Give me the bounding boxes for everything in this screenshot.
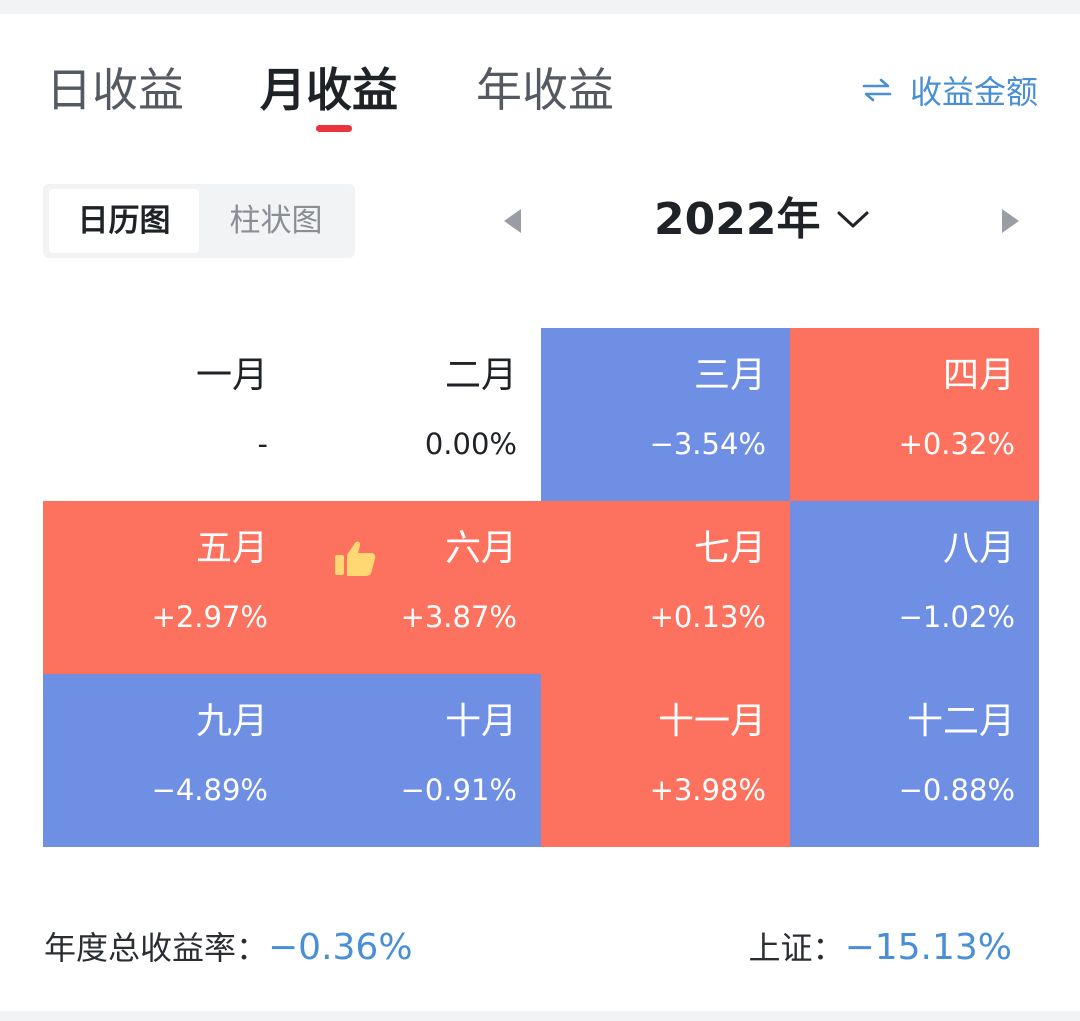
index-return-label: 上证： [748, 929, 845, 967]
month-name: 十二月 [906, 701, 1015, 742]
month-return-value: - [257, 427, 268, 461]
monthly-returns-card: 日收益 月收益 年收益 收益金额 日历图 柱状图 2022年 一月 - 二月 0.00… [0, 14, 1080, 1011]
month-cell[interactable]: 十二月 −0.88% [790, 674, 1039, 847]
chevron-down-icon[interactable] [836, 210, 870, 230]
view-switch: 日历图 柱状图 [43, 184, 355, 258]
annual-return-summary: 年度总收益率：−0.36% [44, 924, 413, 972]
previous-year-icon[interactable] [504, 209, 521, 233]
month-name: 六月 [444, 528, 517, 569]
month-name: 八月 [942, 528, 1015, 569]
month-return-value: −0.88% [898, 773, 1015, 807]
next-year-icon[interactable] [1002, 209, 1019, 233]
month-return-value: −0.91% [400, 773, 517, 807]
bar-chart-view-button[interactable]: 柱状图 [229, 203, 323, 239]
annual-return-value: −0.36% [268, 927, 413, 968]
month-cell[interactable]: 九月 −4.89% [43, 674, 292, 847]
month-cell[interactable]: 十月 −0.91% [292, 674, 541, 847]
month-name: 四月 [942, 355, 1015, 396]
month-cell[interactable]: 五月 +2.97% [43, 501, 292, 674]
month-cell[interactable]: 二月 0.00% [292, 328, 541, 501]
month-cell[interactable]: 七月 +0.13% [541, 501, 790, 674]
index-return-value: −15.13% [844, 927, 1012, 968]
thumbs-up-icon [335, 541, 376, 576]
tab-monthly-returns[interactable]: 月收益 [260, 63, 398, 117]
month-return-value: +0.13% [649, 600, 766, 634]
month-name: 十一月 [657, 701, 766, 742]
tab-yearly-returns[interactable]: 年收益 [476, 63, 614, 117]
month-return-value: +2.97% [151, 600, 268, 634]
month-name: 七月 [693, 528, 766, 569]
month-cell[interactable]: 四月 +0.32% [790, 328, 1039, 501]
year-selector-label[interactable]: 2022年 [654, 194, 821, 245]
month-return-value: +3.98% [649, 773, 766, 807]
month-name: 三月 [693, 355, 766, 396]
toggle-returns-amount-button[interactable]: 收益金额 [862, 68, 1038, 112]
monthly-returns-calendar: 一月 - 二月 0.00% 三月 −3.54% 四月 +0.32% 五月 +2.97% 六月 +3.8… [43, 328, 1039, 847]
month-return-value: +3.87% [400, 600, 517, 634]
toggle-label: 收益金额 [909, 73, 1038, 111]
calendar-view-button[interactable]: 日历图 [49, 189, 199, 253]
index-return-summary: 上证：−15.13% [749, 924, 1012, 972]
active-tab-indicator [316, 125, 352, 132]
month-name: 二月 [444, 355, 517, 396]
month-cell[interactable]: 一月 - [43, 328, 292, 501]
month-return-value: 0.00% [424, 427, 517, 461]
month-cell[interactable]: 八月 −1.02% [790, 501, 1039, 674]
month-return-value: +0.32% [898, 427, 1015, 461]
month-name: 十月 [444, 701, 517, 742]
month-return-value: −1.02% [898, 600, 1015, 634]
month-cell[interactable]: 十一月 +3.98% [541, 674, 790, 847]
month-name: 五月 [195, 528, 268, 569]
tab-daily-returns[interactable]: 日收益 [46, 63, 184, 117]
swap-arrows-icon [862, 78, 892, 102]
month-name: 一月 [195, 355, 268, 396]
month-cell[interactable]: 三月 −3.54% [541, 328, 790, 501]
month-return-value: −4.89% [151, 773, 268, 807]
month-cell[interactable]: 六月 +3.87% [292, 501, 541, 674]
month-return-value: −3.54% [649, 427, 766, 461]
annual-return-label: 年度总收益率： [44, 929, 269, 967]
month-name: 九月 [195, 701, 268, 742]
